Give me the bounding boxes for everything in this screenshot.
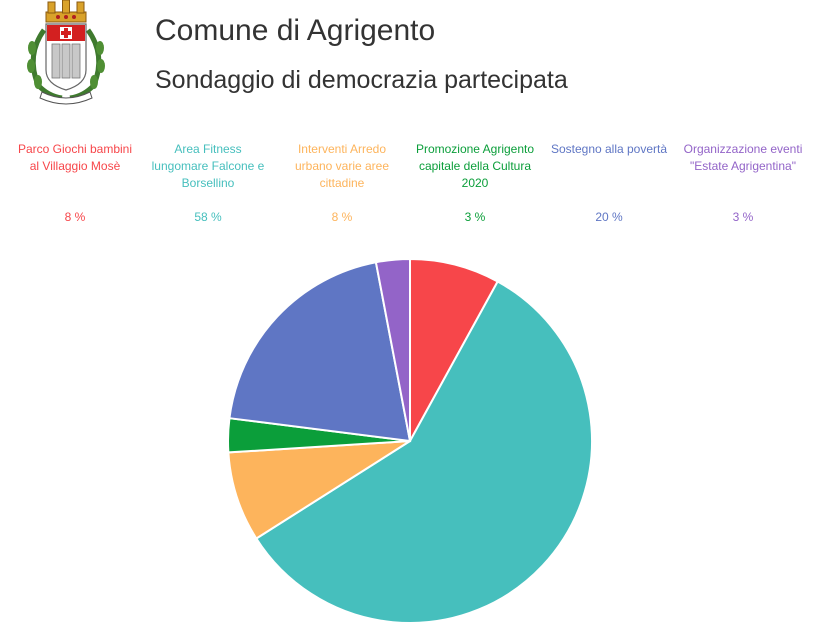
legend-label: Sostegno alla povertà [550,142,668,156]
pie-slice[interactable] [254,280,593,624]
chart-legend: Parco Giochi bambini al Villaggio Mosè 8 … [0,141,826,231]
legend-value: 8 % [64,210,86,224]
legend-label: Parco Giochi bambini al Villaggio Mosè [17,142,133,173]
pie-slice[interactable] [227,440,411,540]
legend-item: Organizzazione eventi "Estate Agrigentin… [683,141,803,226]
legend-value: 3 % [732,210,754,224]
legend-label: Organizzazione eventi "Estate Agrigentin… [683,142,803,173]
pie-slice[interactable] [409,257,500,442]
pie-slice[interactable] [374,257,411,442]
crown-icon [45,0,87,23]
legend-value: 58 % [194,210,222,224]
city-crest-logo [27,0,105,105]
legend-label: Promozione Agrigento capitale della Cult… [415,142,535,190]
pie-slice[interactable] [228,261,412,443]
legend-item: Area Fitness lungomare Falcone e Borsell… [148,141,268,226]
pie-chart [227,257,593,624]
page-subtitle: Sondaggio di democrazia partecipata [155,66,568,94]
legend-label: Area Fitness lungomare Falcone e Borsell… [151,142,265,190]
legend-item: Promozione Agrigento capitale della Cult… [415,141,535,226]
legend-label: Interventi Arredo urbano varie aree citt… [294,142,390,190]
legend-value: 8 % [331,210,353,224]
legend-item: Interventi Arredo urbano varie aree citt… [282,141,402,226]
legend-item: Sostegno alla povertà 20 % [549,141,669,226]
page-title: Comune di Agrigento [155,14,436,47]
legend-value: 3 % [464,210,486,224]
legend-value: 20 % [595,210,623,224]
legend-item: Parco Giochi bambini al Villaggio Mosè 8 … [15,141,135,226]
